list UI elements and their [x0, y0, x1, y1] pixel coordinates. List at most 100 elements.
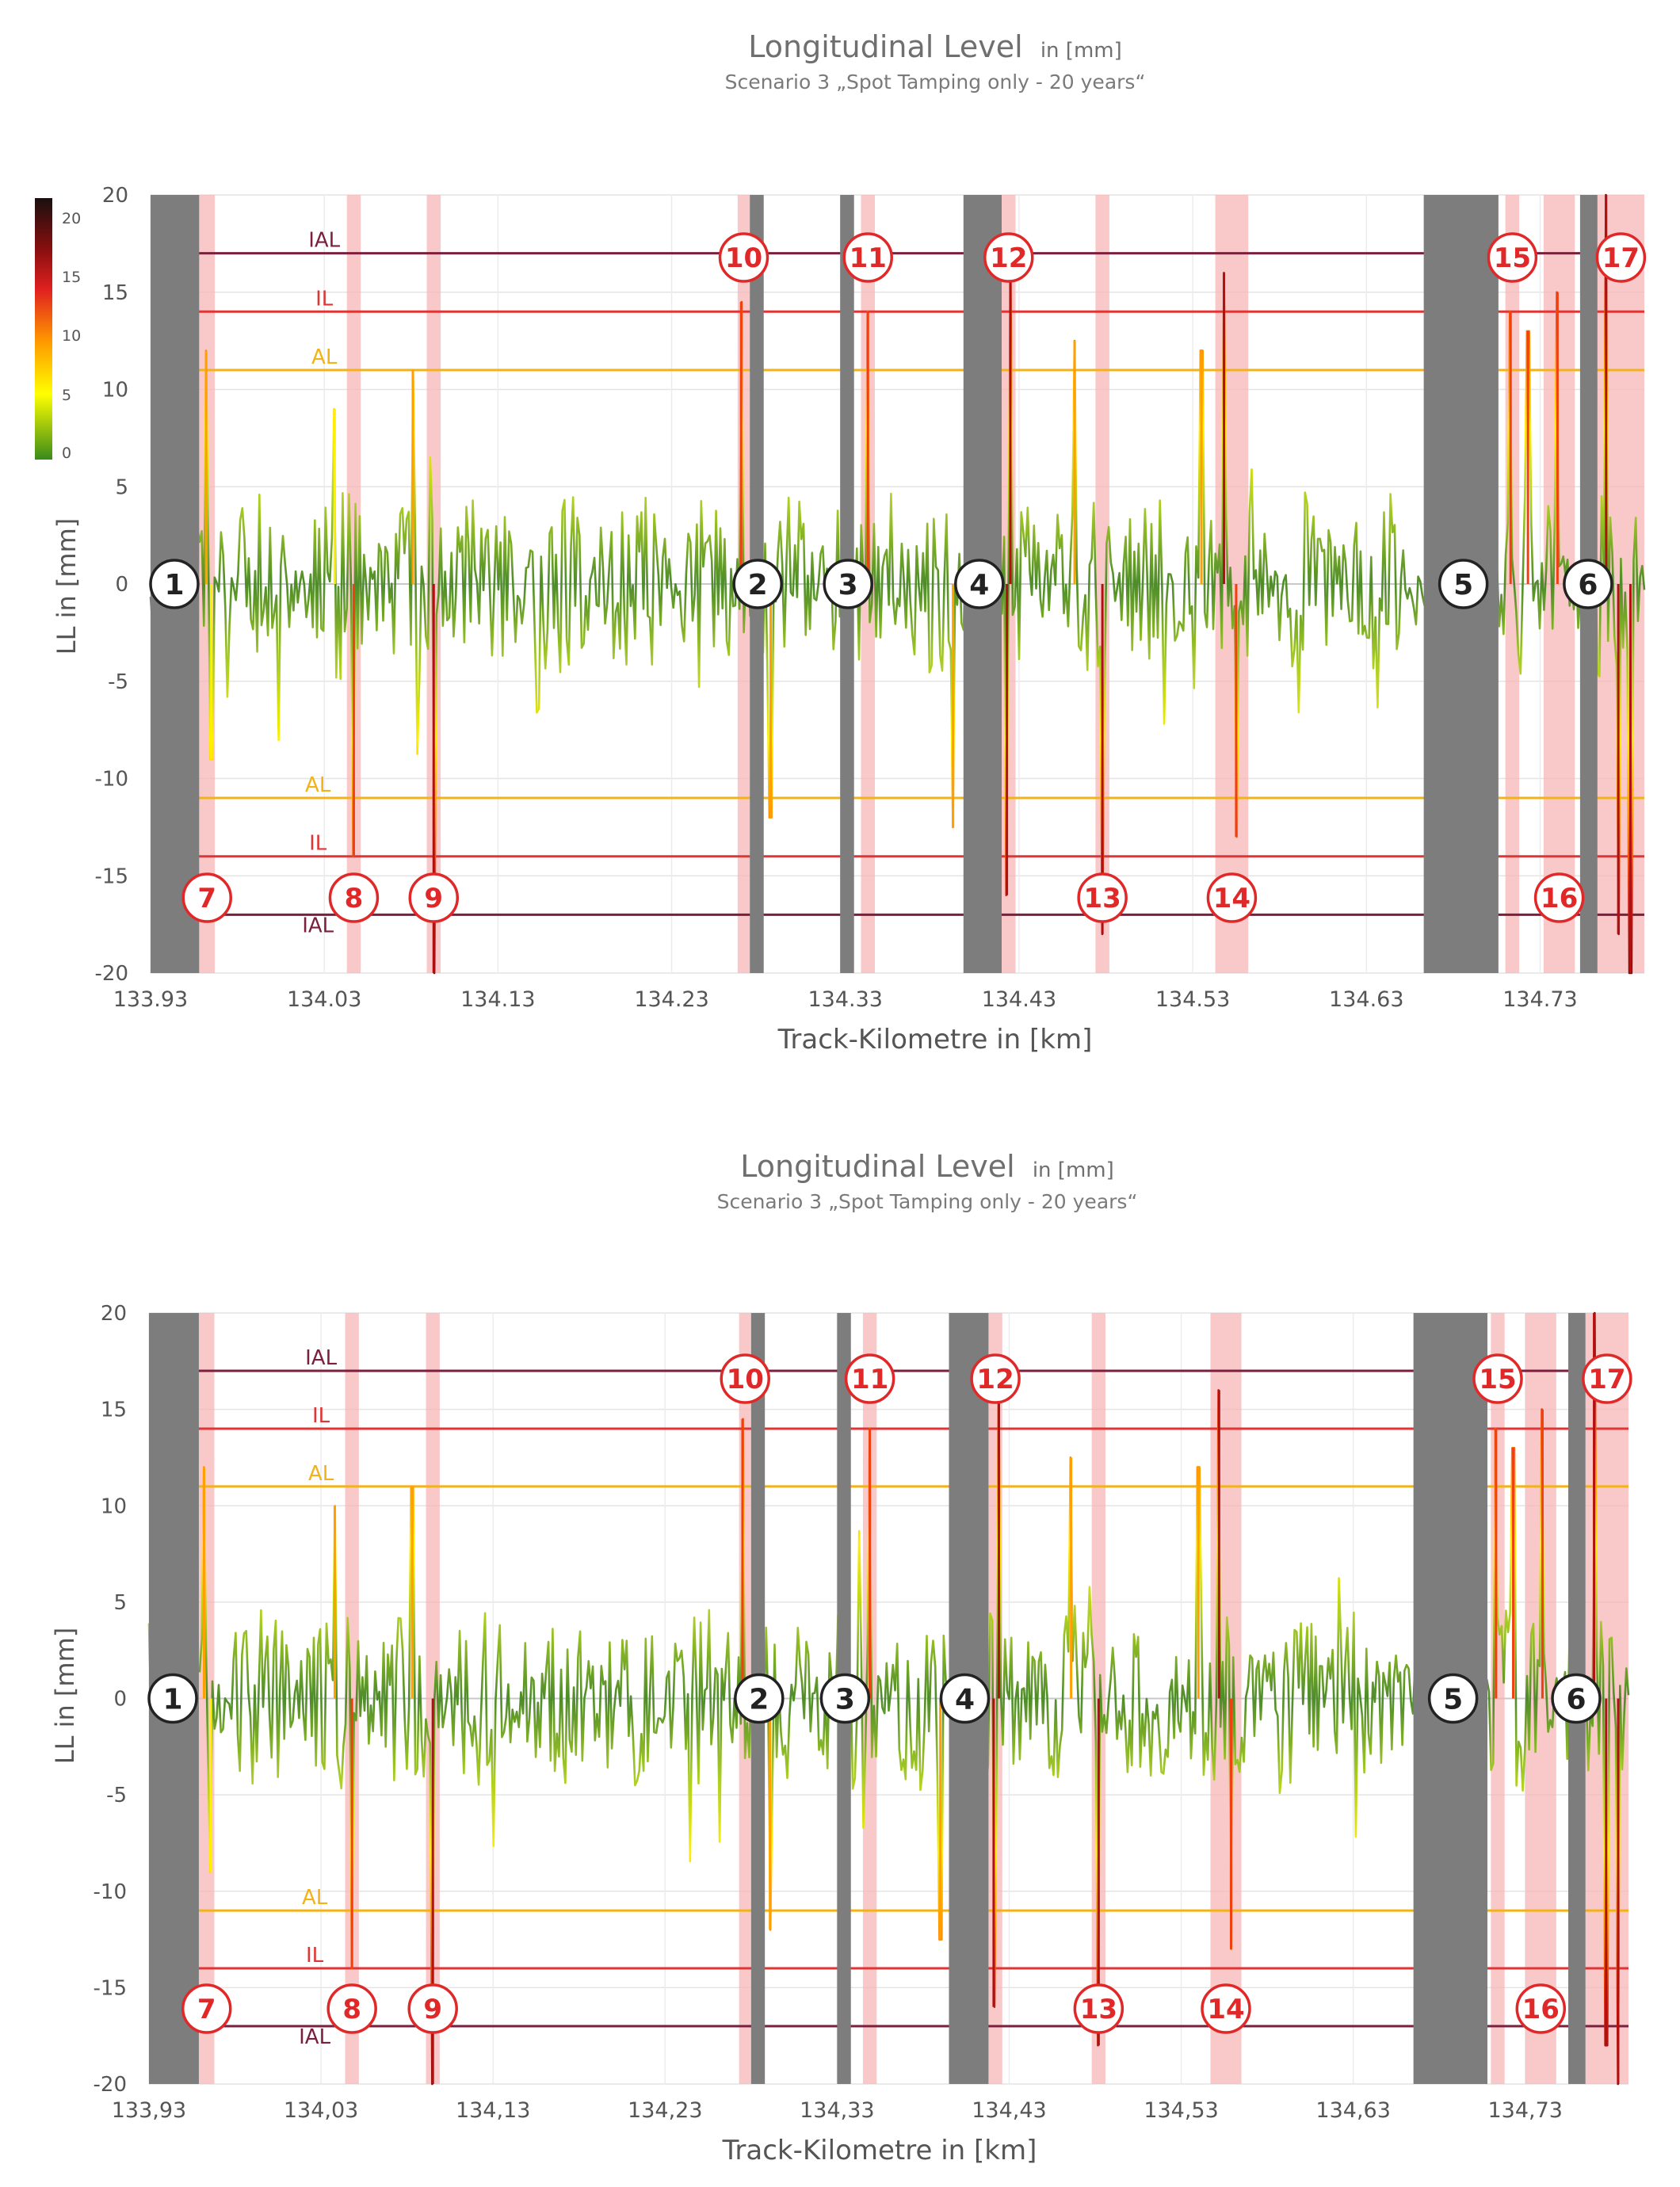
- y-tick-label: -5: [108, 670, 128, 694]
- x-tick-label: 134,13: [456, 2098, 530, 2123]
- y-tick-label: -15: [94, 1976, 127, 2000]
- chart-1: Longitudinal Level in [mm] Scenario 3 „S…: [35, 29, 1647, 1055]
- zone-marker-label: 9: [424, 883, 443, 914]
- x-tick-label: 133.93: [113, 987, 188, 1012]
- colorbar-tick: 5: [62, 387, 71, 404]
- y-tick-label: 10: [102, 379, 128, 403]
- ll-signal-series: [147, 1311, 1630, 2086]
- colorbar-tick: 15: [62, 269, 81, 286]
- zone-marker-label: 15: [1479, 1364, 1516, 1395]
- limit-label-ial-lower: IAL: [302, 914, 334, 937]
- zone-marker-label: 17: [1588, 1364, 1625, 1395]
- x-tick-label: 134,23: [628, 2098, 702, 2123]
- zone-marker-label: 8: [345, 883, 364, 914]
- y-tick-label: -10: [94, 1880, 127, 1904]
- x-tick-label: 134.73: [1502, 987, 1577, 1012]
- y-tick-label: -15: [95, 864, 128, 888]
- x-tick-label: 134.33: [808, 987, 883, 1012]
- chart-1-title-unit: in [mm]: [1040, 39, 1122, 63]
- y-tick-label: 0: [113, 1688, 127, 1712]
- x-tick-label: 134.13: [460, 987, 535, 1012]
- limit-label-ial-upper: IAL: [308, 229, 340, 253]
- zone-marker-label: 12: [990, 242, 1027, 274]
- zone-marker-label: 1: [162, 1684, 182, 1716]
- chart-2-title: Longitudinal Level in [mm]: [740, 1149, 1114, 1184]
- zone-marker-3: [823, 559, 873, 609]
- chart-2: Longitudinal Level in [mm] Scenario 3 „S…: [50, 1149, 1632, 2166]
- zone-marker-2: [732, 559, 783, 609]
- chart-1-title: Longitudinal Level in [mm]: [748, 29, 1122, 64]
- zone-marker-5: [1427, 1673, 1479, 1724]
- limit-label-al-lower: AL: [305, 773, 331, 797]
- zone-marker-label: 15: [1494, 242, 1531, 274]
- zone-marker-label: 17: [1602, 242, 1640, 274]
- zone-marker-1: [149, 559, 200, 609]
- zone-marker-label: 16: [1522, 1994, 1560, 2025]
- zone-marker-1: [147, 1673, 198, 1724]
- zone-marker-label: 6: [1578, 569, 1598, 601]
- zone-marker-6: [1551, 1673, 1602, 1724]
- zone-marker-5: [1438, 559, 1489, 609]
- zone-marker-15: [1472, 1353, 1523, 1404]
- zone-marker-label: 10: [727, 1364, 764, 1395]
- zone-marker-4: [939, 1673, 991, 1724]
- zone-marker-label: 4: [969, 569, 989, 601]
- limit-label-il-upper: IL: [315, 287, 334, 311]
- x-tick-label: 133,93: [112, 2098, 186, 2123]
- zone-marker-label: 8: [342, 1994, 361, 2025]
- zone-marker-label: 11: [851, 1364, 888, 1395]
- x-tick-label: 134.63: [1329, 987, 1403, 1012]
- y-tick-label: 10: [101, 1494, 127, 1518]
- y-tick-label: 15: [102, 281, 128, 305]
- zone-marker-label: 14: [1207, 1994, 1244, 2025]
- zone-marker-label: 2: [749, 1684, 769, 1716]
- zone-marker-label: 7: [197, 1994, 216, 2025]
- x-tick-label: 134,43: [972, 2098, 1046, 2123]
- zone-marker-14: [1201, 1983, 1251, 2034]
- y-tick-label: 20: [101, 1302, 127, 1326]
- zone-marker-13: [1073, 1983, 1124, 2034]
- x-tick-label: 134.23: [634, 987, 708, 1012]
- zone-marker-10: [720, 1353, 770, 1404]
- zone-marker-7: [181, 1983, 232, 2034]
- x-tick-label: 134.03: [287, 987, 361, 1012]
- y-tick-label: -20: [94, 2073, 127, 2097]
- x-tick-label: 134.43: [982, 987, 1056, 1012]
- colorbar-tick: 10: [62, 327, 81, 345]
- y-tick-label: -10: [95, 768, 128, 792]
- zone-marker-label: 13: [1080, 1994, 1117, 2025]
- zone-marker-label: 3: [838, 569, 858, 601]
- zone-marker-label: 1: [164, 569, 184, 601]
- zone-marker-7: [181, 872, 232, 923]
- x-tick-label: 134,73: [1488, 2098, 1563, 2123]
- zone-marker-label: 6: [1566, 1684, 1586, 1716]
- y-tick-label: -20: [95, 962, 128, 986]
- zone-marker-label: 12: [976, 1364, 1014, 1395]
- y-tick-label: 5: [115, 475, 128, 499]
- limit-label-al-lower: AL: [302, 1886, 328, 1910]
- limit-label-il-upper: IL: [312, 1404, 330, 1428]
- zone-marker-label: 9: [423, 1994, 442, 2025]
- zone-marker-12: [970, 1353, 1021, 1404]
- y-tick-label: 0: [115, 573, 128, 597]
- limit-label-al-upper: AL: [308, 1462, 334, 1486]
- chart-2-subtitle: Scenario 3 „Spot Tamping only - 20 years…: [717, 1190, 1138, 1213]
- zone-marker-label: 4: [955, 1684, 975, 1716]
- x-tick-label: 134,53: [1144, 2098, 1218, 2123]
- zone-marker-17: [1582, 1353, 1632, 1404]
- limit-label-il-lower: IL: [309, 832, 327, 856]
- limit-label-il-lower: IL: [306, 1944, 324, 1968]
- chart-1-ylabel: LL in [mm]: [52, 518, 82, 655]
- zone-marker-label: 3: [835, 1684, 855, 1716]
- zone-marker-13: [1077, 872, 1128, 923]
- y-tick-label: -5: [106, 1784, 127, 1807]
- zone-marker-17: [1595, 232, 1647, 283]
- y-tick-label: 5: [113, 1591, 127, 1615]
- zone-marker-label: 5: [1443, 1684, 1463, 1716]
- zone-marker-label: 10: [725, 242, 762, 274]
- zone-marker-label: 16: [1541, 883, 1578, 914]
- zone-marker-15: [1487, 232, 1538, 283]
- zone-marker-10: [718, 232, 769, 283]
